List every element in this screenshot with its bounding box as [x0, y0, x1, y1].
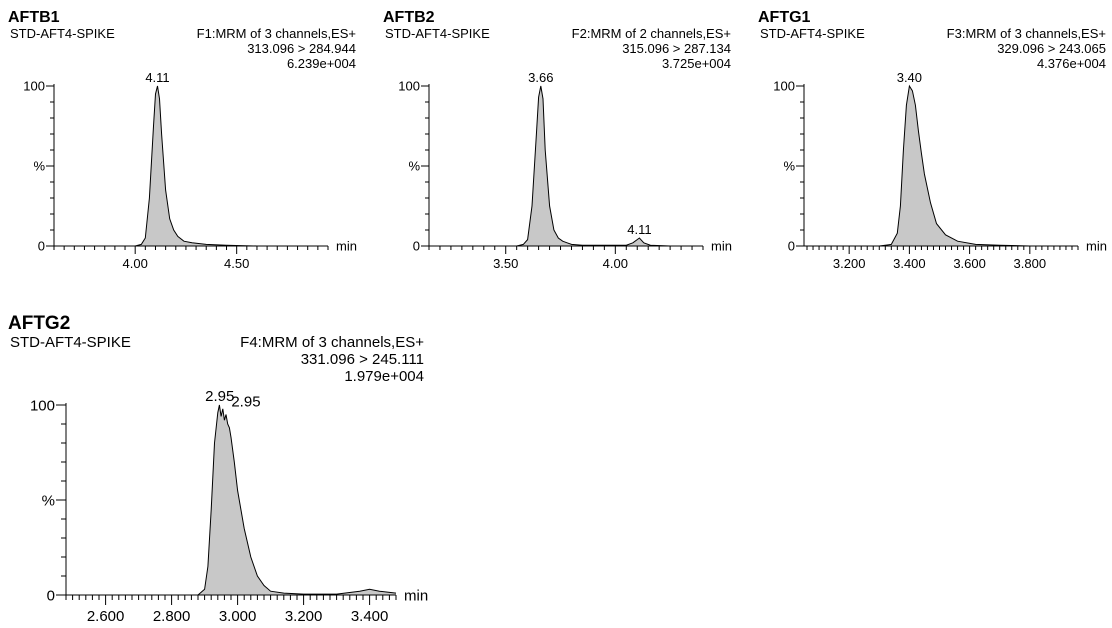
peak-label: 3.40: [897, 70, 922, 85]
intensity-label: 4.376e+004: [1037, 56, 1106, 71]
chromatogram-aftg2: AFTG2 STD-AFT4-SPIKE F4:MRM of 3 channels,…: [8, 307, 448, 625]
chart-title: AFTG2: [8, 313, 70, 334]
sample-name: STD-AFT4-SPIKE: [10, 334, 131, 351]
function-label: F1:MRM of 3 channels,ES+: [197, 26, 356, 41]
chromatogram-aftg1: AFTG1 STD-AFT4-SPIKE F3:MRM of 3 channels,…: [758, 2, 1108, 271]
x-tick-label: 4.50: [224, 256, 249, 271]
peak-label: 3.66: [528, 70, 553, 85]
function-label: F4:MRM of 3 channels,ES+: [240, 334, 424, 351]
transition-label: 313.096 > 284.944: [247, 41, 356, 56]
chart-title: AFTG1: [758, 9, 811, 26]
chart-title: AFTB1: [8, 9, 60, 26]
x-axis-label: min: [404, 587, 428, 604]
peak-label: 4.11: [627, 222, 651, 237]
trace-line: [429, 85, 703, 247]
sample-name: STD-AFT4-SPIKE: [385, 26, 490, 41]
intensity-label: 6.239e+004: [287, 56, 356, 71]
sample-name: STD-AFT4-SPIKE: [10, 26, 115, 41]
x-tick-label: 3.600: [953, 256, 986, 271]
function-label: F3:MRM of 3 channels,ES+: [947, 26, 1106, 41]
peak-area: [804, 86, 1078, 246]
sample-name: STD-AFT4-SPIKE: [760, 26, 865, 41]
x-tick-label: 4.00: [603, 256, 628, 271]
x-tick-label: 2.600: [87, 608, 125, 625]
x-tick-label: 3.200: [285, 608, 323, 625]
y-tick-label: %: [42, 492, 55, 509]
peak-area: [429, 86, 703, 246]
transition-label: 331.096 > 245.111: [301, 351, 424, 368]
y-tick-label: 100: [398, 79, 420, 94]
intensity-label: 1.979e+004: [344, 368, 424, 385]
x-axis-label: min: [711, 239, 732, 254]
trace-line: [54, 85, 328, 247]
x-tick-label: 3.50: [493, 256, 518, 271]
x-axis-label: min: [336, 239, 357, 254]
intensity-label: 3.725e+004: [662, 56, 731, 71]
transition-label: 315.096 > 287.134: [622, 41, 731, 56]
y-tick-label: %: [33, 159, 45, 174]
x-tick-label: 3.000: [219, 608, 257, 625]
x-axis-label: min: [1086, 239, 1107, 254]
x-tick-label: 4.00: [123, 256, 148, 271]
trace-line: [804, 84, 1078, 247]
y-tick-label: 100: [773, 79, 795, 94]
x-tick-label: 3.200: [833, 256, 866, 271]
function-label: F2:MRM of 2 channels,ES+: [572, 26, 731, 41]
y-tick-label: 0: [413, 239, 420, 254]
trace-line: [66, 404, 397, 596]
y-tick-label: 0: [38, 239, 45, 254]
peak-area: [54, 86, 328, 246]
chart-title: AFTB2: [383, 9, 435, 26]
peak-label: 2.95: [231, 394, 260, 411]
peak-label: 4.11: [145, 70, 169, 85]
y-tick-label: 100: [30, 397, 55, 414]
y-tick-label: 100: [23, 79, 45, 94]
chromatogram-aftb1: AFTB1 STD-AFT4-SPIKE F1:MRM of 3 channels,…: [8, 2, 358, 271]
x-tick-label: 2.800: [153, 608, 191, 625]
peak-label: 2.95: [205, 388, 234, 405]
x-tick-label: 3.400: [351, 608, 389, 625]
y-tick-label: %: [408, 159, 420, 174]
x-tick-label: 3.800: [1014, 256, 1047, 271]
transition-label: 329.096 > 243.065: [997, 41, 1106, 56]
x-tick-label: 3.400: [893, 256, 926, 271]
chromatogram-aftb2: AFTB2 STD-AFT4-SPIKE F2:MRM of 2 channels,…: [383, 2, 733, 271]
y-tick-label: %: [783, 159, 795, 174]
peak-area: [66, 405, 396, 595]
y-tick-label: 0: [788, 239, 795, 254]
y-tick-label: 0: [47, 587, 55, 604]
